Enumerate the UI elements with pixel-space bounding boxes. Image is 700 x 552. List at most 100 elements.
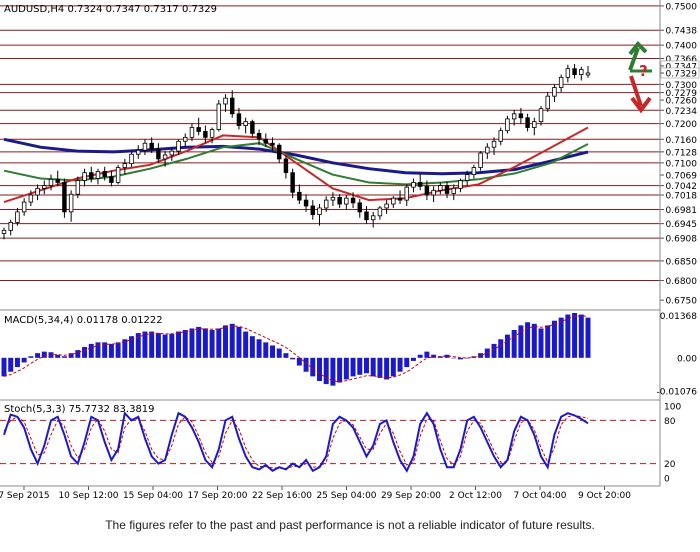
macd-histogram-bar (296, 357, 302, 366)
macd-histogram-bar (68, 353, 74, 358)
candle-body (572, 68, 577, 75)
macd-histogram-bar (464, 357, 470, 359)
candle-body (323, 199, 329, 209)
stoch-main-line (3, 411, 589, 473)
macd-histogram-bar (317, 357, 322, 381)
candle-body (250, 121, 255, 134)
macd-histogram-bar (270, 345, 275, 358)
price-tick-label: 0.7400 (666, 42, 698, 52)
macd-histogram-bar (249, 336, 255, 358)
candle-body (55, 178, 60, 183)
stoch-tick-label: 100 (664, 403, 681, 413)
price-tick-label: 0.6800 (666, 277, 698, 287)
macd-histogram-bar (498, 339, 504, 358)
forecast-down-arrow (629, 75, 643, 107)
candle-body (344, 197, 349, 205)
macd-histogram-bar (276, 348, 282, 358)
macd-histogram-bar (518, 325, 524, 358)
macd-histogram-bar (565, 314, 571, 358)
candle-body (270, 142, 275, 146)
candle-body (538, 108, 544, 123)
moving-average-line (3, 137, 589, 176)
candle-body (491, 140, 497, 148)
candle-body (256, 133, 262, 140)
candle-body (579, 69, 584, 75)
candle-body (444, 185, 450, 194)
macd-tick-label: 0.01368 (660, 312, 697, 322)
macd-histogram-bar (169, 333, 175, 358)
stoch-header: Stoch(5,3,3) 75.7732 83.3819 (4, 404, 155, 415)
macd-histogram-bar (28, 356, 34, 358)
macd-histogram-bar (196, 326, 202, 358)
candle-body (478, 152, 483, 168)
price-tick-label: 0.7260 (666, 97, 698, 107)
macd-histogram-bar (216, 328, 222, 358)
macd-histogram-bar (343, 357, 349, 380)
macd-histogram-bar (424, 351, 430, 358)
stoch-tick-label: 20 (664, 460, 676, 470)
candle-body (129, 153, 134, 165)
macd-histogram-bar (357, 357, 363, 375)
macd-histogram-bar (545, 325, 551, 358)
x-tick-label: 9 Oct 20:00 (578, 491, 631, 501)
candle-body (565, 68, 571, 78)
candle-body (263, 138, 269, 144)
macd-histogram-bar (283, 353, 289, 358)
candle-body (243, 121, 248, 126)
candle-body (511, 113, 517, 120)
candle-body (216, 103, 222, 130)
macd-histogram-bar (504, 334, 510, 358)
candle-body (162, 154, 168, 160)
candle-body (283, 158, 289, 174)
candle-body (21, 201, 27, 213)
candle-body (115, 167, 121, 183)
macd-histogram-bar (162, 334, 168, 358)
candle-body (485, 146, 490, 154)
candle-body (552, 87, 557, 97)
candle-body (558, 76, 564, 88)
candle-body (525, 117, 530, 128)
macd-histogram-bar (223, 325, 229, 358)
candle-body (149, 142, 154, 150)
x-tick-label: 10 Sep 12:00 (58, 491, 118, 501)
price-tick-label: 0.7100 (666, 159, 698, 169)
candle-body (458, 180, 463, 189)
price-tick-label: 0.7347 (666, 62, 698, 72)
candle-body (109, 176, 114, 183)
candle-body (15, 211, 20, 223)
macd-histogram-bar (61, 356, 67, 358)
candle-body (48, 178, 54, 186)
macd-tick-label: 0.00 (677, 354, 697, 364)
candle-body (276, 144, 282, 160)
candle-body (397, 197, 403, 201)
candle-body (62, 182, 67, 213)
macd-histogram-bar (444, 354, 450, 358)
macd-histogram-bar (8, 357, 14, 372)
macd-histogram-bar (35, 353, 41, 358)
macd-histogram-bar (451, 357, 457, 359)
candle-body (384, 203, 389, 209)
candle-body (75, 180, 81, 195)
price-tick-label: 0.7366 (666, 55, 698, 65)
forecast-down-arrow-head (630, 96, 652, 114)
macd-histogram-bar (82, 347, 88, 358)
x-tick-label: 25 Sep 04:00 (316, 491, 376, 501)
macd-histogram-bar (115, 342, 121, 358)
candle-body (518, 113, 524, 119)
candle-body (357, 202, 362, 213)
macd-histogram-bar (229, 323, 235, 358)
macd-histogram-bar (102, 342, 108, 358)
price-tick-label: 0.7069 (666, 172, 698, 182)
candle-body (424, 185, 430, 196)
macd-histogram-bar (129, 336, 135, 358)
price-tick-label: 0.7279 (666, 89, 698, 99)
candle-body (1, 229, 7, 234)
macd-histogram-bar (397, 357, 403, 372)
candle-body (230, 97, 235, 115)
macd-histogram-bar (209, 330, 215, 358)
price-tick-label: 0.6850 (666, 257, 698, 267)
candle-body (411, 182, 416, 188)
macd-histogram-bar (1, 357, 7, 377)
candle-body (102, 171, 107, 177)
